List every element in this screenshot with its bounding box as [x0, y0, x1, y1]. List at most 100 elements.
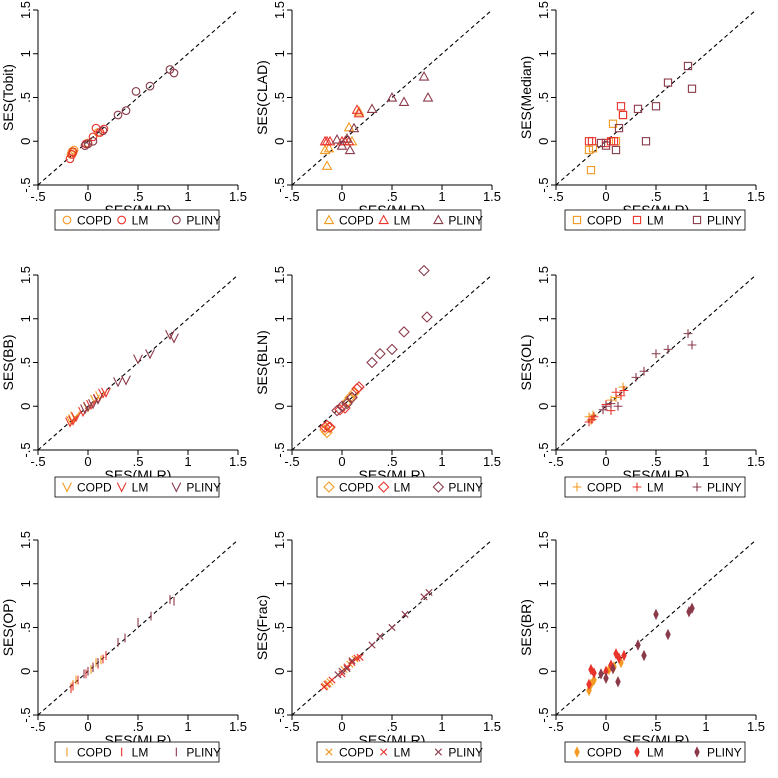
- data-point: [618, 110, 628, 120]
- x-tick-label: 1: [702, 189, 709, 204]
- data-point: [344, 391, 356, 404]
- data-point: [86, 399, 96, 411]
- x-tick-label: .5: [387, 454, 398, 469]
- y-tick-label: -.5: [18, 707, 33, 722]
- x-tick-label: 0: [602, 719, 609, 734]
- data-point: [98, 388, 108, 399]
- x-tick-label: .5: [133, 189, 144, 204]
- data-point: [344, 144, 356, 155]
- data-point: [641, 649, 647, 662]
- legend-marker: [692, 215, 702, 225]
- x-tick-label: -.5: [548, 454, 563, 469]
- data-point: [591, 667, 597, 679]
- x-tick-label: 1.5: [229, 454, 247, 469]
- chart-panel-2: -.5-.500.5.5111.51.5SES(MLR)SES(CLAD)COP…: [254, 1, 501, 231]
- data-point: [334, 671, 342, 679]
- series-pliny: [80, 65, 179, 150]
- data-point: [319, 144, 331, 155]
- data-point: [584, 137, 594, 146]
- y-tick-label: 1: [272, 50, 287, 57]
- legend-label: COPD: [587, 746, 622, 760]
- data-point: [323, 142, 335, 153]
- data-point: [366, 103, 378, 113]
- data-point: [336, 140, 348, 150]
- legend: COPD LM PLINY: [564, 741, 746, 763]
- y-tick-label: 1: [18, 315, 33, 322]
- data-point: [606, 399, 616, 409]
- data-point: [615, 676, 621, 688]
- legend-marker: [432, 214, 444, 225]
- y-tick-label: 0: [18, 138, 33, 145]
- data-point: [683, 329, 693, 339]
- x-tick-label: .5: [133, 719, 144, 734]
- legend-marker: [171, 215, 181, 225]
- y-tick-label: 1: [536, 315, 551, 322]
- y-axis-label: SES(Median): [518, 56, 534, 139]
- legend-box: [54, 476, 220, 498]
- legend-box: [316, 476, 482, 498]
- y-tick-label: -.5: [272, 707, 287, 722]
- legend-marker: [694, 746, 700, 758]
- x-tick-label: -.5: [30, 454, 45, 469]
- y-axis-label: SES(Frac): [254, 595, 270, 660]
- legend-marker: [323, 481, 335, 493]
- legend-box: [564, 476, 746, 498]
- data-point: [65, 154, 75, 164]
- x-tick-label: .5: [651, 189, 662, 204]
- legend-label: COPD: [77, 746, 112, 760]
- legend-marker: [116, 482, 127, 493]
- y-axis-label: SES(BR): [518, 599, 534, 656]
- x-tick-label: -.5: [284, 454, 299, 469]
- data-point: [621, 649, 627, 662]
- data-point: [348, 122, 360, 133]
- data-point: [353, 107, 365, 118]
- data-point: [68, 147, 78, 157]
- data-point: [353, 381, 365, 393]
- x-tick-label: 1.5: [747, 189, 765, 204]
- data-point: [356, 653, 364, 661]
- x-tick-label: 0: [338, 189, 345, 204]
- data-point: [601, 141, 611, 150]
- x-tick-label: 1: [184, 454, 191, 469]
- data-point: [603, 672, 609, 684]
- x-tick-label: 0: [84, 189, 91, 204]
- data-point: [145, 81, 155, 91]
- legend-label: PLINY: [448, 746, 483, 760]
- data-point: [88, 398, 98, 410]
- y-tick-label: 1: [18, 50, 33, 57]
- legend-label: COPD: [587, 481, 622, 495]
- y-axis-label: SES(OP): [0, 599, 16, 657]
- y-tick-label: 1.5: [536, 266, 551, 284]
- legend-marker: [62, 482, 72, 493]
- x-tick-label: 1.5: [747, 719, 765, 734]
- x-tick-label: 0: [602, 454, 609, 469]
- data-point: [165, 329, 175, 341]
- data-point: [598, 405, 608, 415]
- x-tick-label: 0: [84, 719, 91, 734]
- x-tick-label: 1.5: [483, 719, 501, 734]
- x-tick-label: 1.5: [229, 189, 247, 204]
- legend-label: LM: [647, 746, 664, 760]
- data-point: [588, 410, 598, 420]
- y-tick-label: -.5: [18, 442, 33, 457]
- legend-box: [316, 209, 482, 231]
- reference-line: [37, 9, 239, 186]
- legend: COPD LM PLINY: [316, 476, 483, 498]
- data-point: [633, 104, 643, 114]
- y-axis-label: SES(BB): [0, 334, 16, 390]
- legend-label: PLINY: [707, 481, 742, 495]
- legend-marker: [434, 748, 442, 756]
- x-tick-label: 0: [602, 189, 609, 204]
- data-point: [68, 413, 78, 425]
- series-pliny: [331, 70, 434, 155]
- x-tick-label: -.5: [548, 189, 563, 204]
- data-point: [343, 665, 351, 673]
- y-tick-label: 0: [536, 138, 551, 145]
- legend-label: PLINY: [707, 746, 742, 760]
- data-point: [611, 387, 621, 397]
- y-tick-label: 0: [272, 668, 287, 675]
- data-point: [689, 602, 695, 614]
- legend-marker: [117, 215, 127, 225]
- legend-label: LM: [394, 214, 411, 228]
